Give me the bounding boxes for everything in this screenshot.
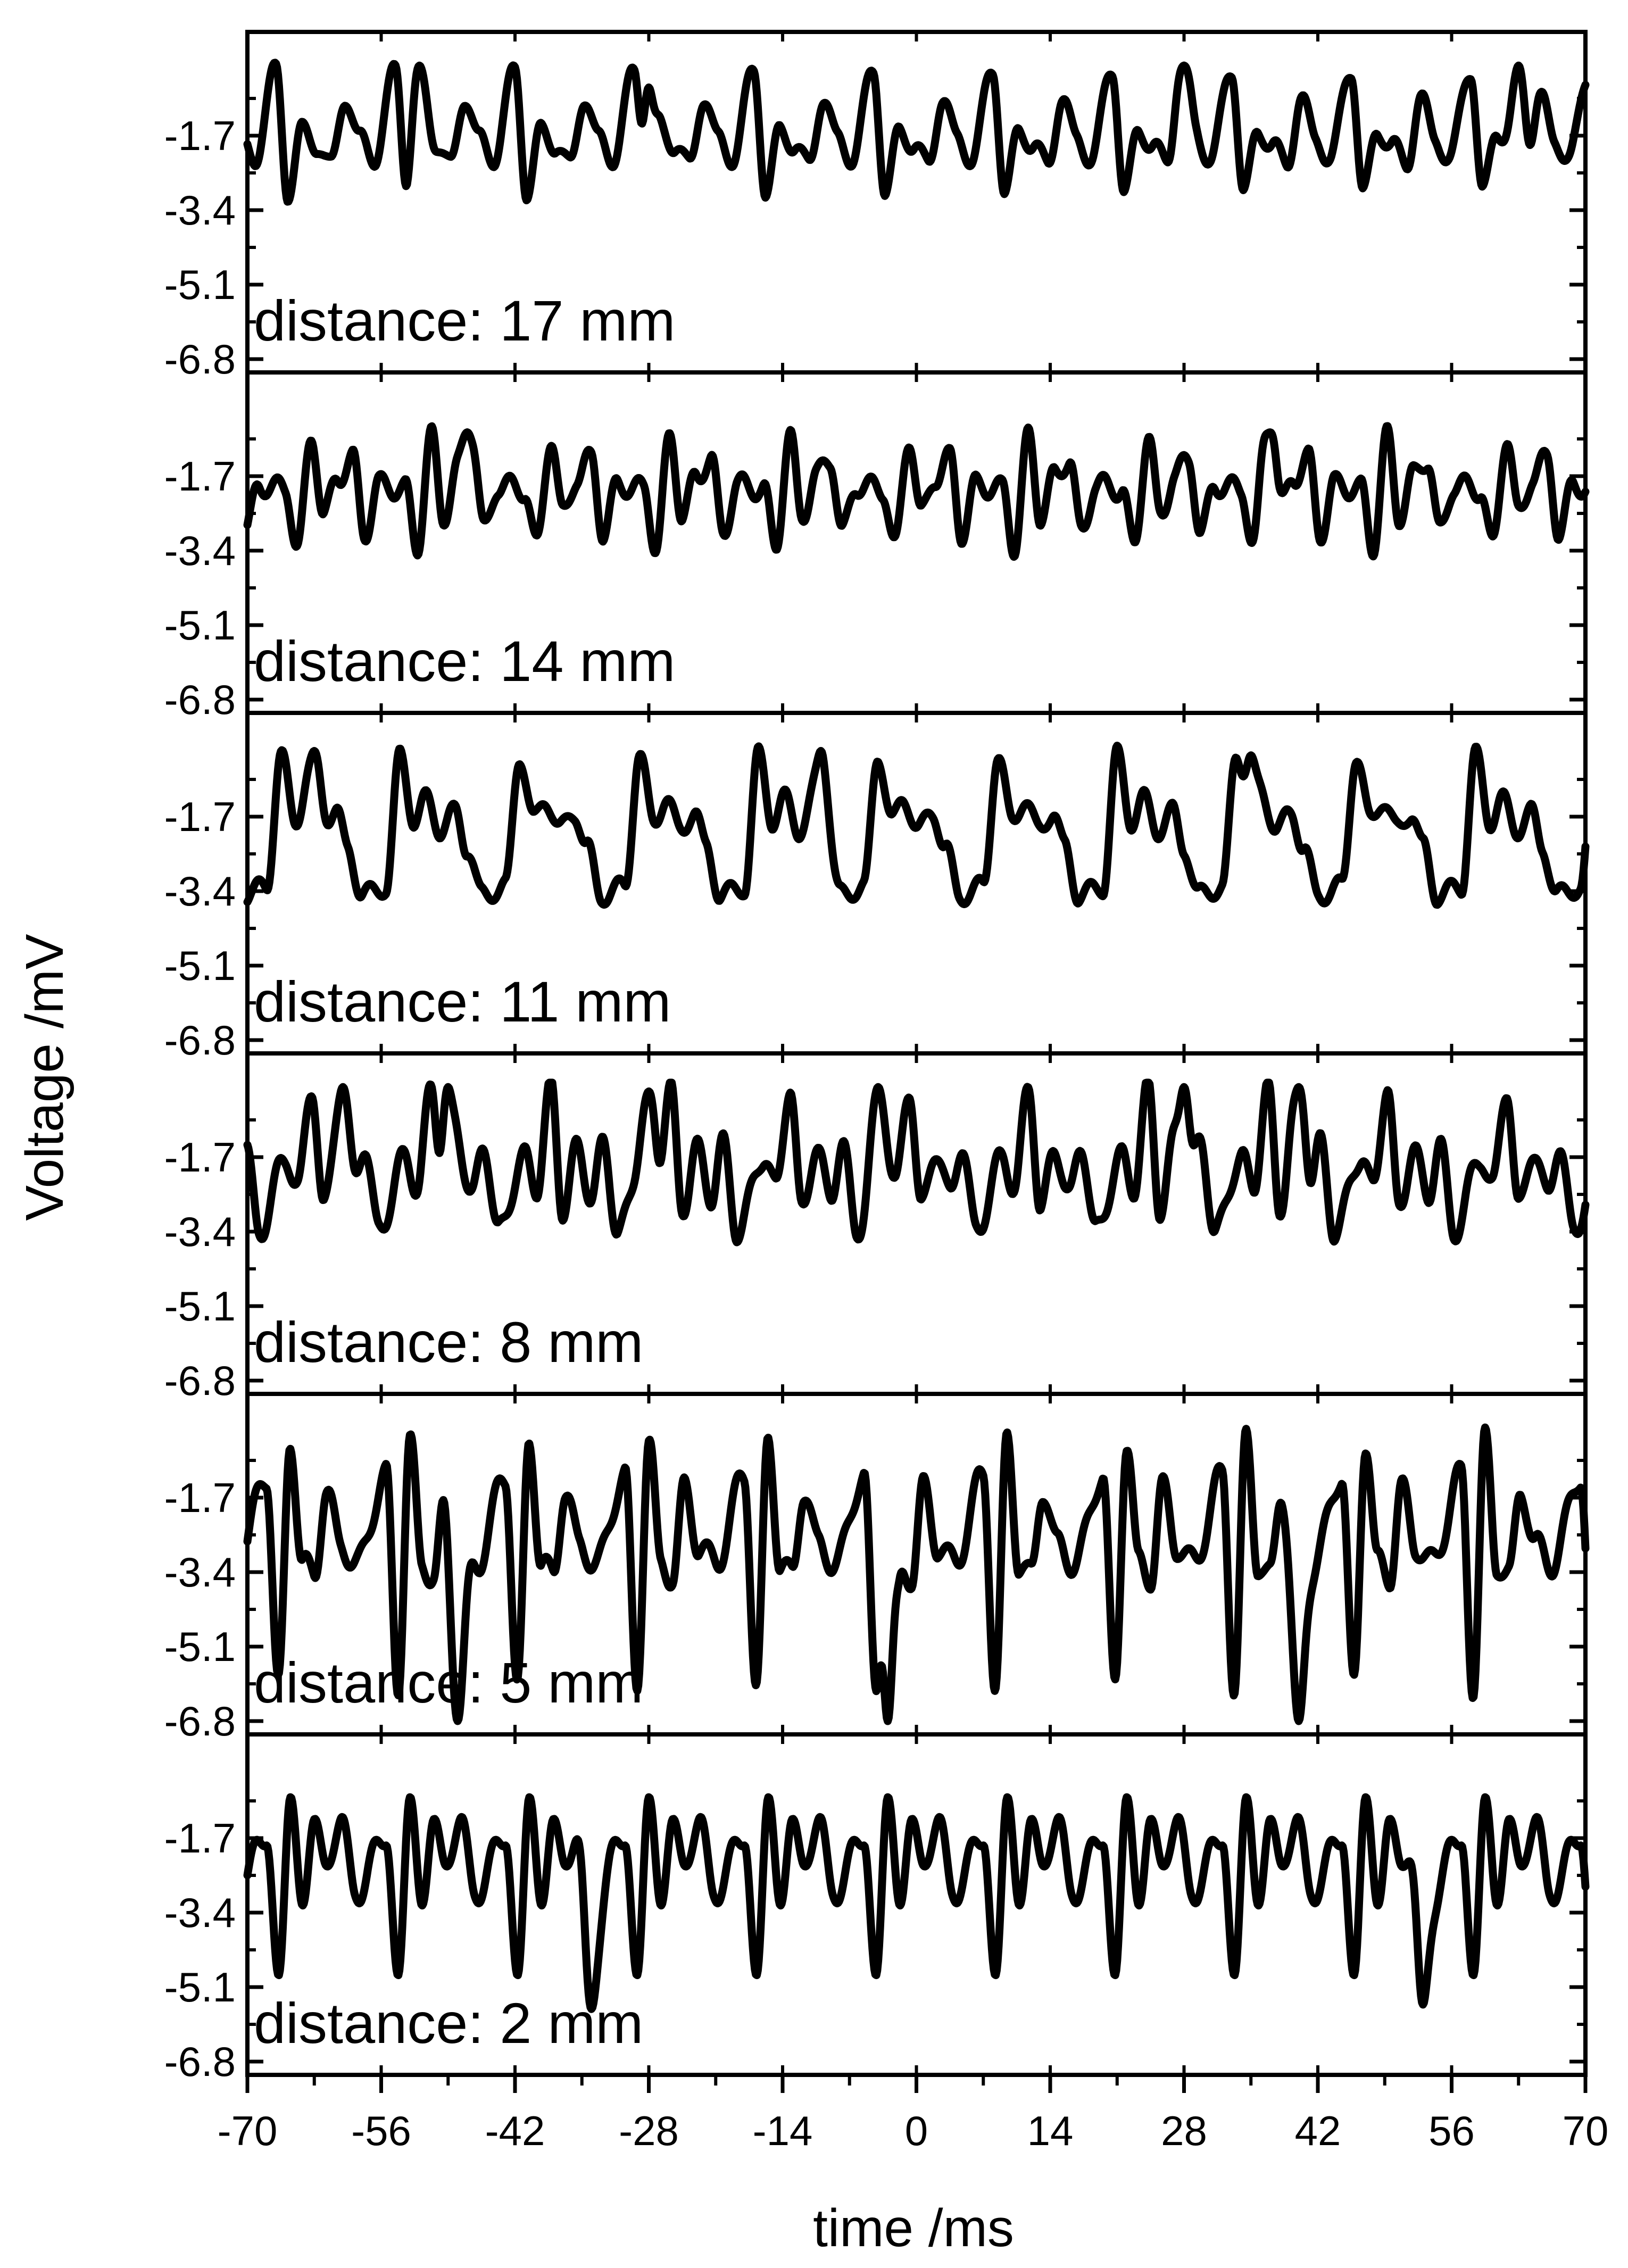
panel-1: -1.7 -3.4 -5.1 -6.8 distance: 17 mm (164, 30, 1590, 383)
y-tick-label: -5.1 (164, 1964, 236, 2011)
x-tick-label: 42 (1295, 2107, 1341, 2154)
y-tick-label: -1.7 (164, 1474, 236, 1521)
x-tick-label: -14 (753, 2107, 813, 2154)
y-tick-label: -6.8 (164, 2038, 236, 2085)
y-tick-label: -5.1 (164, 1283, 236, 1330)
y-tick-label: -3.4 (164, 527, 236, 574)
signal-line (243, 742, 1590, 909)
x-tick-label: 70 (1563, 2107, 1609, 2154)
x-tick-label: -70 (218, 2107, 278, 2154)
panel-annotation: distance: 2 mm (254, 1991, 643, 2055)
panel-6: -1.7 -3.4 -5.1 -6.8 distance: 2 mm (164, 1732, 1590, 2085)
panel-annotation: distance: 11 mm (254, 969, 671, 1034)
x-tick-label: 0 (905, 2107, 928, 2154)
y-tick-label: -6.8 (164, 1698, 236, 1744)
panel-annotation: distance: 14 mm (254, 629, 675, 693)
y-tick-label: -3.4 (164, 1889, 236, 1936)
y-tick-label: -3.4 (164, 868, 236, 915)
x-tick-label: 56 (1428, 2107, 1475, 2154)
signal-line (243, 1078, 1590, 1247)
y-tick-label: -6.8 (164, 336, 236, 383)
y-tick-label: -1.7 (164, 793, 236, 840)
y-tick-label: -1.7 (164, 1815, 236, 1862)
signal-line (243, 1793, 1590, 2013)
y-tick-label: -6.8 (164, 1017, 236, 1064)
y-tick-label: -5.1 (164, 942, 236, 989)
y-tick-label: -5.1 (164, 602, 236, 649)
y-tick-label: -3.4 (164, 1208, 236, 1255)
x-axis: -70 -56 -42 -28 -14 0 14 28 42 56 70 (218, 2075, 1609, 2154)
panel-annotation: distance: 8 mm (254, 1310, 643, 1374)
y-tick-label: -1.7 (164, 112, 236, 159)
panel-annotation: distance: 17 mm (254, 288, 675, 353)
panel-annotation: distance: 5 mm (254, 1650, 643, 1715)
x-axis-title: time /ms (813, 2198, 1014, 2258)
y-tick-label: -5.1 (164, 1623, 236, 1670)
x-tick-label: -42 (485, 2107, 545, 2154)
y-tick-label: -3.4 (164, 187, 236, 234)
signal-line (243, 422, 1590, 561)
signal-line (243, 59, 1590, 206)
y-tick-label: -1.7 (164, 453, 236, 500)
panel-3: -1.7 -3.4 -5.1 -6.8 distance: 11 mm (164, 711, 1590, 1064)
signal-line (243, 1423, 1590, 1725)
y-tick-label: -1.7 (164, 1134, 236, 1181)
x-tick-label: 28 (1161, 2107, 1207, 2154)
x-tick-label: -28 (619, 2107, 679, 2154)
y-tick-label: -5.1 (164, 261, 236, 308)
y-tick-label: -6.8 (164, 676, 236, 723)
x-tick-label: -56 (351, 2107, 411, 2154)
y-tick-label: -6.8 (164, 1357, 236, 1404)
y-tick-label: -3.4 (164, 1549, 236, 1596)
panel-5: -1.7 -3.4 -5.1 -6.8 distance: 5 mm (164, 1392, 1590, 1744)
x-tick-label: 14 (1027, 2107, 1074, 2154)
panel-4: -1.7 -3.4 -5.1 -6.8 distance: 8 mm (164, 1051, 1590, 1404)
panel-2: -1.7 -3.4 -5.1 -6.8 distance: 14 mm (164, 370, 1590, 723)
y-axis-title: Voltage /mV (15, 934, 74, 1221)
